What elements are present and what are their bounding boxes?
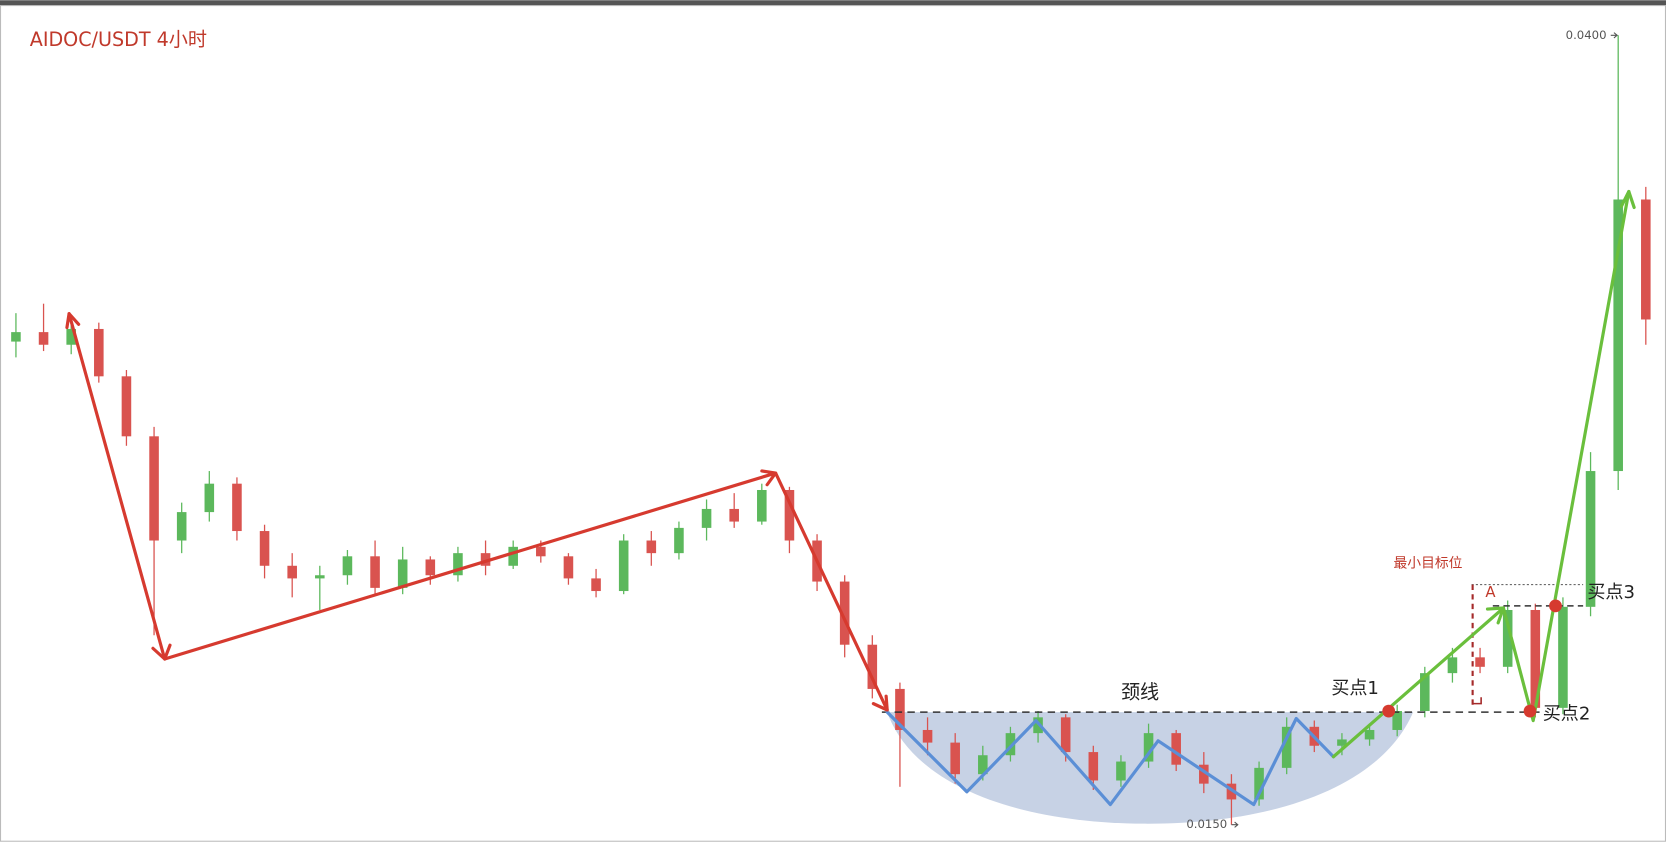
candle-body [342,556,353,576]
candle-body [11,332,21,342]
candle-body [38,332,49,345]
green-arrowheads [1485,189,1636,625]
candle-body [784,489,795,541]
candle-body [1530,609,1541,708]
buy1-label: 买点1 [1331,678,1379,699]
price-label: 0.0400 [1566,28,1607,42]
candle-body [453,553,463,576]
red-arrowheads [65,312,889,712]
price-arrow [1231,821,1239,828]
candle-body [1143,733,1154,762]
candle-body [508,546,518,566]
candle-body [149,436,159,541]
candle-body [1060,717,1071,753]
candle-body [701,508,712,528]
candle-body [1171,733,1181,765]
candle-body [867,644,878,689]
candle-body [370,556,380,588]
candle-body [315,575,325,579]
candle-body [66,328,76,345]
candle-body [1281,726,1292,768]
candle-body [1199,764,1209,784]
candle-body [425,559,436,576]
candle-body [536,546,546,557]
blue-zigzag [885,710,1336,807]
candle-body [1420,673,1430,712]
buy-point-1 [1382,704,1396,718]
candle-body [1613,199,1623,472]
candle-body [674,527,684,554]
candle-body [729,508,739,522]
candle-body [121,376,132,437]
candle-body [1447,657,1458,674]
candle-body [839,581,850,645]
price-label: 0.0150 [1186,817,1227,831]
candle-body [1558,606,1568,708]
candle-body [1392,711,1402,730]
buy-point-2 [1523,704,1537,718]
candle-body [259,531,270,566]
candle-body [895,688,905,730]
frame [0,5,1666,842]
candles [11,35,1651,825]
top-bar [0,0,1666,6]
candle-body [1088,752,1099,781]
red-trend [67,312,889,712]
candle-body [978,755,988,775]
candle-body [1364,729,1375,740]
candle-body [1502,609,1513,667]
candle-body [176,512,187,541]
chart-title: AIDOC/USDT 4小时 [30,28,207,51]
candle-body [204,483,215,513]
candle-body [1585,471,1596,607]
candle-body [618,540,629,592]
candle-body [1005,733,1016,756]
green-trend [1331,189,1631,759]
neckline-label: 颈线 [1121,681,1159,704]
candle-body [1475,657,1485,667]
candle-body [94,328,104,377]
candle-body [591,578,601,592]
buy3-label: 买点3 [1587,582,1635,603]
a-label: A [1485,583,1496,601]
candle-body [397,559,408,588]
candle-body [646,540,657,554]
buy-point-3 [1549,599,1562,613]
bracket [1472,697,1482,705]
buy2-label: 买点2 [1543,703,1591,724]
candle-body [1116,761,1126,781]
target-label: 最小目标位 [1394,555,1463,571]
candle-body [922,729,933,743]
candle-body [950,742,960,775]
candle-body [563,556,574,579]
candle-body [1254,767,1264,800]
candle-body [1641,199,1651,320]
candle-body [287,565,297,579]
price-arrow [1610,32,1618,39]
candle-body [480,553,491,566]
candle-body [757,489,767,522]
candle-body [1337,739,1347,746]
candle-body [232,483,242,532]
